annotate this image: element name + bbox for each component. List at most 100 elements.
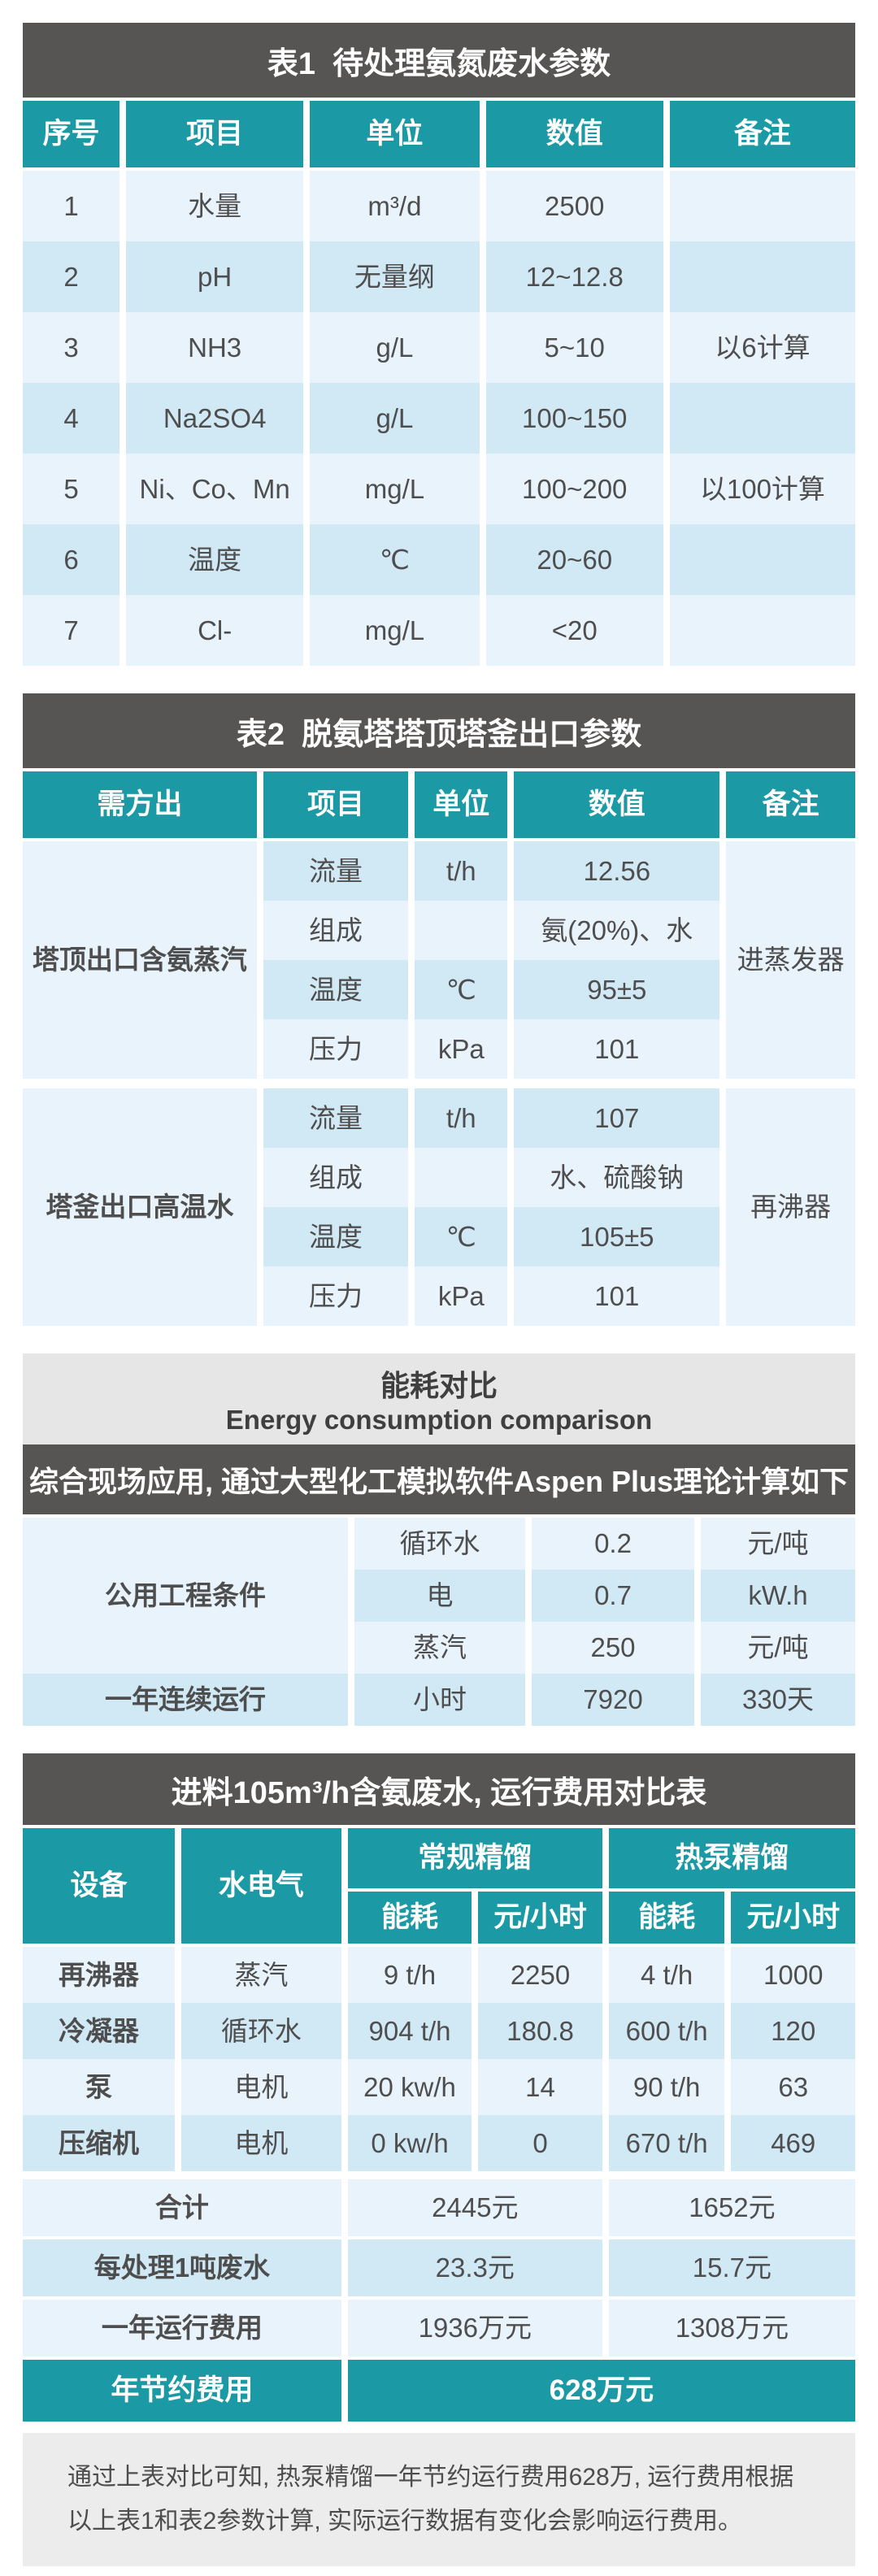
data-cell: 温度 bbox=[126, 524, 304, 595]
table-row: 3 NH3 g/L 5~10 以6计算 bbox=[23, 312, 855, 383]
group-remark: 进蒸发器 bbox=[726, 841, 855, 1079]
data-cell: 组成 bbox=[263, 1148, 409, 1207]
data-cell: Cl- bbox=[126, 595, 304, 666]
utility-table: 公用工程条件 循环水 0.2 元/吨 电 0.7 kW.h 蒸汽 250 元/吨… bbox=[23, 1518, 855, 1726]
header-cell: 备注 bbox=[669, 101, 855, 167]
annual-saving-label: 年节约费用 bbox=[23, 2360, 341, 2422]
data-cell: 5~10 bbox=[485, 312, 663, 383]
data-cell: 以6计算 bbox=[669, 312, 855, 383]
data-cell: 蒸汽 bbox=[180, 1947, 341, 2003]
table-row: 5 Ni、Co、Mn mg/L 100~200 以100计算 bbox=[23, 454, 855, 524]
data-cell: 3 bbox=[23, 312, 120, 383]
data-cell: 120 bbox=[731, 2003, 855, 2059]
data-cell: Ni、Co、Mn bbox=[126, 454, 304, 524]
data-cell: 流量 bbox=[263, 841, 409, 901]
aspen-subtitle: 综合现场应用, 通过大型化工模拟软件Aspen Plus理论计算如下 bbox=[23, 1444, 855, 1514]
annual-cost-heatpump: 1308万元 bbox=[608, 2300, 855, 2357]
data-cell: 温度 bbox=[263, 1207, 409, 1266]
device-cell: 泵 bbox=[23, 2059, 175, 2115]
header-cell: 项目 bbox=[126, 101, 304, 167]
data-cell: 9 t/h bbox=[347, 1947, 472, 2003]
data-cell: m³/d bbox=[310, 171, 480, 241]
data-cell: ℃ bbox=[415, 960, 508, 1019]
subheader-energy: 能耗 bbox=[608, 1892, 725, 1944]
per-ton-row: 每处理1吨废水 23.3元 15.7元 bbox=[23, 2239, 855, 2296]
data-cell: 600 t/h bbox=[608, 2003, 725, 2059]
data-cell: 压力 bbox=[263, 1266, 409, 1326]
data-cell: 1000 bbox=[731, 1947, 855, 2003]
data-cell: 12.56 bbox=[514, 841, 720, 901]
group-label: 塔顶出口含氨蒸汽 bbox=[23, 841, 257, 1079]
data-cell: 元/吨 bbox=[701, 1622, 855, 1674]
header-cell: 备注 bbox=[726, 771, 855, 838]
table1-section: 表1 待处理氨氮废水参数 序号 项目 单位 数值 备注 1 水量 m³/d 25… bbox=[23, 23, 855, 666]
data-cell: mg/L bbox=[310, 454, 480, 524]
header-cell: 数值 bbox=[485, 101, 663, 167]
data-cell: 469 bbox=[731, 2115, 855, 2171]
data-cell: 101 bbox=[514, 1266, 720, 1326]
data-cell: 温度 bbox=[263, 960, 409, 1019]
data-cell: 6 bbox=[23, 524, 120, 595]
data-cell: g/L bbox=[310, 383, 480, 454]
data-cell: 元/吨 bbox=[701, 1518, 855, 1570]
header-cell: 项目 bbox=[263, 771, 409, 838]
data-cell: g/L bbox=[310, 312, 480, 383]
cost-comparison-section: 进料105m³/h含氨废水, 运行费用对比表 设备 水电气 常规精馏 热泵精馏 … bbox=[23, 1753, 855, 2422]
data-cell: 105±5 bbox=[514, 1207, 720, 1266]
data-cell: 小时 bbox=[354, 1674, 525, 1726]
data-cell: 电机 bbox=[180, 2115, 341, 2171]
data-cell: NH3 bbox=[126, 312, 304, 383]
table2-group-bottom: 塔釜出口高温水 再沸器 流量 t/h 107 组成 水、硫酸钠 温度 ℃ 105… bbox=[23, 1088, 855, 1326]
data-cell bbox=[669, 241, 855, 312]
header-cell: 数值 bbox=[514, 771, 720, 838]
data-cell: pH bbox=[126, 241, 304, 312]
title-english: Energy consumption comparison bbox=[225, 1405, 653, 1435]
data-cell bbox=[669, 383, 855, 454]
data-cell bbox=[669, 595, 855, 666]
data-cell: 以100计算 bbox=[669, 454, 855, 524]
table2-group-top: 塔顶出口含氨蒸汽 进蒸发器 流量 t/h 12.56 组成 氨(20%)、水 温… bbox=[23, 841, 855, 1079]
data-cell: 0 bbox=[478, 2115, 602, 2171]
per-ton-conventional: 23.3元 bbox=[347, 2239, 602, 2296]
data-cell: 14 bbox=[478, 2059, 602, 2115]
subheader-cost: 元/小时 bbox=[731, 1892, 855, 1944]
data-cell: 20 kw/h bbox=[347, 2059, 472, 2115]
data-cell: 循环水 bbox=[354, 1518, 525, 1570]
year-run-label: 一年连续运行 bbox=[23, 1674, 348, 1726]
group-remark: 再沸器 bbox=[726, 1088, 855, 1326]
annual-saving-value: 628万元 bbox=[347, 2360, 855, 2422]
cost-comparison-title: 进料105m³/h含氨废水, 运行费用对比表 bbox=[23, 1753, 855, 1825]
utility-label: 公用工程条件 bbox=[23, 1518, 348, 1674]
data-cell: 1 bbox=[23, 171, 120, 241]
data-cell bbox=[669, 171, 855, 241]
annual-saving-row: 年节约费用 628万元 bbox=[23, 2360, 855, 2422]
total-row: 合计 2445元 1652元 bbox=[23, 2179, 855, 2236]
data-cell: 100~200 bbox=[485, 454, 663, 524]
table-row: 6 温度 ℃ 20~60 bbox=[23, 524, 855, 595]
data-cell: 670 t/h bbox=[608, 2115, 725, 2171]
data-cell bbox=[415, 901, 508, 960]
data-cell: kW.h bbox=[701, 1570, 855, 1622]
header-cell: 序号 bbox=[23, 101, 120, 167]
data-cell: ℃ bbox=[310, 524, 480, 595]
cost-table-header: 设备 水电气 常规精馏 热泵精馏 能耗 元/小时 能耗 元/小时 bbox=[23, 1828, 855, 1944]
data-cell: Na2SO4 bbox=[126, 383, 304, 454]
data-cell: 101 bbox=[514, 1019, 720, 1079]
device-cell: 再沸器 bbox=[23, 1947, 175, 2003]
group-divider bbox=[23, 1079, 855, 1088]
energy-comparison-section: 能耗对比 Energy consumption comparison 综合现场应… bbox=[23, 1353, 855, 1726]
data-cell: 100~150 bbox=[485, 383, 663, 454]
header-cell: 需方出 bbox=[23, 771, 257, 838]
data-cell: 电 bbox=[354, 1570, 525, 1622]
total-heatpump: 1652元 bbox=[608, 2179, 855, 2236]
data-cell: 4 bbox=[23, 383, 120, 454]
table-row: 2 pH 无量纲 12~12.8 bbox=[23, 241, 855, 312]
data-cell: kPa bbox=[415, 1019, 508, 1079]
data-cell: 90 t/h bbox=[608, 2059, 725, 2115]
table-row: 1 水量 m³/d 2500 bbox=[23, 171, 855, 241]
data-cell: t/h bbox=[415, 841, 508, 901]
per-ton-heatpump: 15.7元 bbox=[608, 2239, 855, 2296]
data-cell: 组成 bbox=[263, 901, 409, 960]
data-cell: 180.8 bbox=[478, 2003, 602, 2059]
table-row: 冷凝器 循环水 904 t/h 180.8 600 t/h 120 bbox=[23, 2003, 855, 2059]
